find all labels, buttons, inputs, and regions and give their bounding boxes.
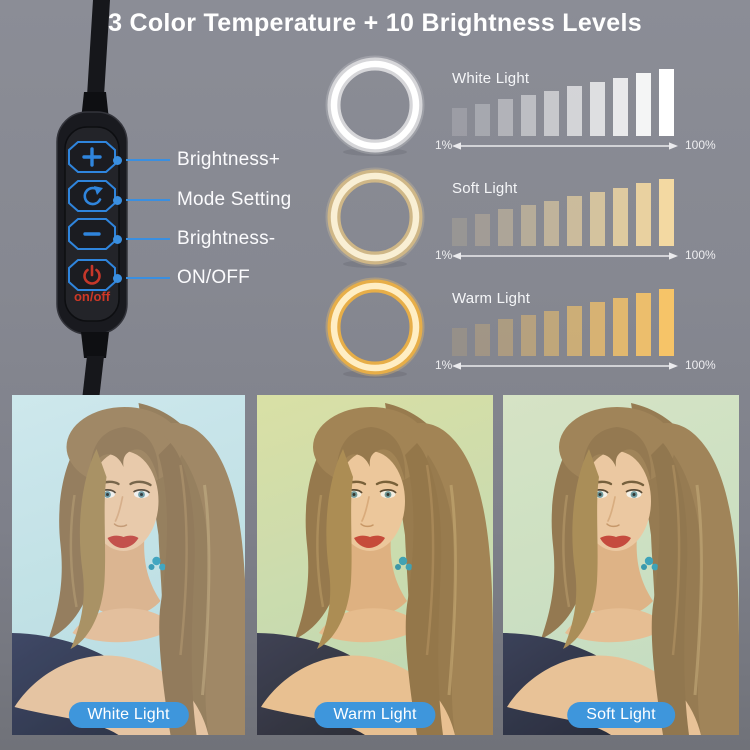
- brightness-bar: [521, 95, 536, 136]
- photo-label-badge: Soft Light: [567, 702, 675, 728]
- brightness-plus-button: [68, 141, 116, 173]
- section-label: Soft Light: [452, 180, 518, 197]
- brightness-bar: [636, 73, 651, 136]
- remote-control: on/off: [56, 0, 128, 400]
- ring-light-white-light: [325, 55, 425, 156]
- brightness-bar: [613, 77, 628, 136]
- section-label: Warm Light: [452, 290, 531, 307]
- page-title: 3 Color Temperature + 10 Brightness Leve…: [108, 9, 642, 37]
- ring-light-warm-light: [325, 277, 425, 378]
- brightness-bar: [475, 213, 490, 246]
- callout-power: ON/OFF: [113, 267, 250, 288]
- brightness-bar: [452, 328, 467, 356]
- brightness-bar: [498, 209, 513, 246]
- axis-min-label: 1%: [435, 138, 453, 152]
- brightness-bar: [452, 108, 467, 136]
- callout-dot: [113, 273, 122, 283]
- brightness-bar: [452, 218, 467, 246]
- brightness-bar: [636, 293, 651, 356]
- brightness-minus-button: [68, 218, 116, 250]
- photo-label-badge: Warm Light: [314, 702, 436, 728]
- callout-line: [126, 159, 170, 161]
- brightness-bar: [659, 69, 674, 136]
- axis-arrow: [452, 362, 678, 370]
- brightness-section-soft-light: Soft Light 1% 100%: [435, 170, 727, 270]
- callout-mode-setting: Mode Setting: [113, 189, 292, 210]
- brightness-bar: [544, 90, 559, 136]
- section-label: White Light: [452, 70, 530, 87]
- axis-max-label: 100%: [685, 248, 716, 262]
- axis-arrow: [452, 252, 678, 260]
- brightness-bar: [590, 302, 605, 356]
- brightness-bar: [567, 196, 582, 246]
- ring-light-soft-light: [325, 167, 425, 268]
- cable-bottom: [82, 356, 104, 400]
- callout-label: Brightness+: [177, 149, 281, 170]
- callout-dot: [113, 195, 122, 205]
- power-button: [68, 259, 116, 291]
- photo-panel-warm-light: Warm Light: [257, 395, 493, 735]
- callout-brightness-minus: Brightness-: [113, 228, 276, 249]
- mode-setting-button: [68, 180, 116, 212]
- cycle-icon: [83, 186, 102, 206]
- brightness-bar: [659, 179, 674, 246]
- brightness-bars: [452, 289, 674, 356]
- brightness-bar: [521, 315, 536, 356]
- callout-line: [126, 277, 170, 279]
- brightness-bar: [475, 103, 490, 136]
- axis-min-label: 1%: [435, 248, 453, 262]
- brightness-bar: [590, 192, 605, 246]
- brightness-bars: [452, 69, 674, 136]
- power-icon: [83, 268, 101, 285]
- callout-dot: [113, 155, 122, 165]
- brightness-bar: [475, 323, 490, 356]
- photo-label-badge: White Light: [68, 702, 189, 728]
- brightness-bar: [544, 310, 559, 356]
- brightness-bar: [659, 289, 674, 356]
- onoff-print: on/off: [74, 289, 111, 304]
- photo-panel-soft-light: Soft Light: [503, 395, 739, 735]
- brightness-bar: [498, 99, 513, 136]
- axis-min-label: 1%: [435, 358, 453, 372]
- brightness-bars: [452, 179, 674, 246]
- callout-brightness-plus: Brightness+: [113, 149, 281, 170]
- callout-label: Mode Setting: [177, 189, 292, 210]
- photo-panel-white-light: White Light: [12, 395, 245, 735]
- callout-label: ON/OFF: [177, 267, 250, 288]
- axis-max-label: 100%: [685, 358, 716, 372]
- brightness-bar: [567, 306, 582, 356]
- cable-top: [87, 0, 110, 96]
- axis-max-label: 100%: [685, 138, 716, 152]
- brightness-bar: [567, 86, 582, 136]
- cable-relief-bottom: [81, 332, 109, 358]
- brightness-section-white-light: White Light 1% 100%: [435, 60, 727, 160]
- callout-line: [126, 199, 170, 201]
- brightness-bar: [498, 319, 513, 356]
- brightness-section-warm-light: Warm Light 1% 100%: [435, 280, 727, 380]
- callout-dot: [113, 234, 122, 244]
- callout-label: Brightness-: [177, 228, 276, 249]
- brightness-bar: [613, 187, 628, 246]
- brightness-bar: [521, 205, 536, 246]
- brightness-bar: [590, 82, 605, 136]
- axis-arrow: [452, 142, 678, 150]
- plus-icon: [82, 147, 102, 167]
- callout-line: [126, 238, 170, 240]
- brightness-bar: [544, 200, 559, 246]
- brightness-bar: [613, 297, 628, 356]
- brightness-bar: [636, 183, 651, 246]
